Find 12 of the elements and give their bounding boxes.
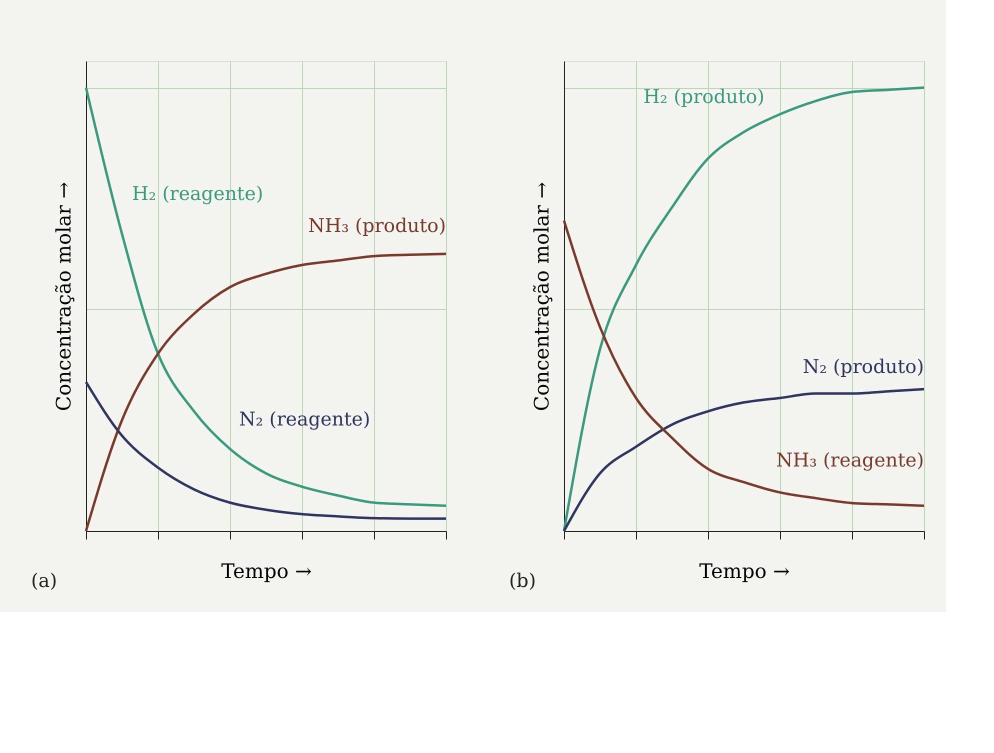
- text: (a): [31, 570, 58, 592]
- text: N₂ (reagente): [239, 408, 370, 430]
- series-label: N₂ (produto): [802, 356, 924, 378]
- x-axis-title: Tempo →: [221, 559, 312, 583]
- series-label: H₂ (produto): [643, 86, 765, 108]
- series-label: H₂ (reagente): [132, 182, 264, 205]
- y-axis-title: Concentração molar →: [530, 182, 554, 412]
- series-label: NH₃ (reagente): [776, 450, 924, 472]
- y-axis-title: Concentração molar →: [52, 182, 76, 412]
- series-label: NH₃ (produto): [308, 214, 446, 237]
- text: (b): [509, 570, 536, 592]
- x-axis-title: Tempo →: [699, 559, 790, 583]
